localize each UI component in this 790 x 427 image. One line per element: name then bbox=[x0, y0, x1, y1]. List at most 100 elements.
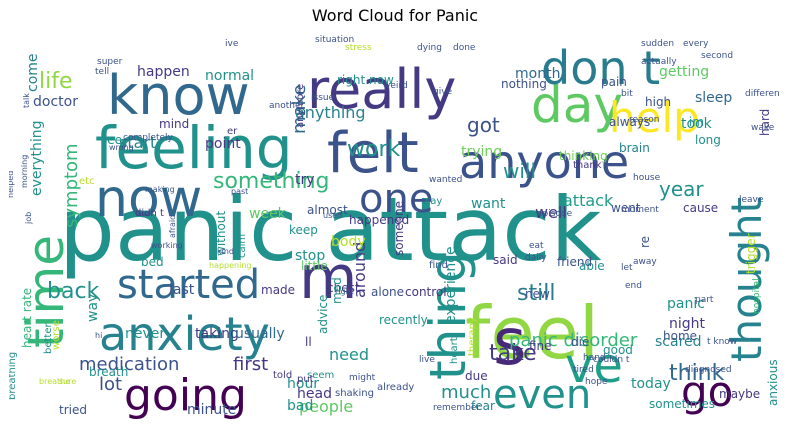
word-heart: heart bbox=[449, 337, 460, 364]
word-panic: panic bbox=[667, 296, 705, 312]
word-trigger: trigger bbox=[744, 233, 758, 274]
word-life: life bbox=[39, 69, 73, 94]
word-need: need bbox=[329, 345, 369, 364]
word-happening: happening bbox=[209, 261, 252, 270]
word-remember: remember bbox=[433, 403, 480, 413]
word-getting: getting bbox=[659, 64, 709, 80]
word-always: always bbox=[609, 115, 650, 129]
word-ive: ive bbox=[225, 39, 239, 49]
word-happened: happened bbox=[349, 213, 409, 227]
word-never: never bbox=[125, 326, 165, 342]
word-wrong: wrong bbox=[109, 143, 134, 152]
word-head: head bbox=[297, 386, 332, 402]
word-afraid: afraid bbox=[168, 215, 177, 238]
word-med: med bbox=[330, 277, 344, 304]
word-hour: hour bbox=[287, 376, 319, 392]
word-usually: usually bbox=[235, 326, 285, 342]
word-making: making bbox=[145, 185, 175, 194]
word-sometimes: sometimes bbox=[649, 397, 715, 411]
word-diagnosed: diagnosed bbox=[685, 365, 732, 375]
word-thought: thought bbox=[722, 197, 771, 362]
word-good: good bbox=[603, 343, 633, 357]
word-panic-attack: panic attack bbox=[59, 178, 602, 281]
word-help: help bbox=[609, 93, 700, 142]
word-trying: trying bbox=[461, 144, 502, 160]
word-anxious: anxious bbox=[766, 359, 780, 406]
word-back: back bbox=[47, 279, 100, 304]
word-hospital: hospital bbox=[752, 278, 762, 314]
word-come: come bbox=[25, 53, 41, 92]
word-cloud-area: panic attack feel anxiety feeling know really… bbox=[9, 28, 780, 419]
word-today: today bbox=[631, 376, 671, 392]
word-moment: moment bbox=[621, 205, 659, 215]
word-anyone: anyone bbox=[459, 135, 629, 189]
word-calm: calm bbox=[237, 234, 248, 258]
word-helped: helped bbox=[9, 171, 15, 198]
word-hope: hope bbox=[585, 377, 608, 387]
word-point: point bbox=[205, 136, 241, 152]
word-working: working bbox=[151, 241, 183, 250]
word-even: even bbox=[493, 372, 591, 418]
word-dying: dying bbox=[417, 43, 442, 53]
word-one: one bbox=[359, 176, 433, 222]
word-etc: etc bbox=[79, 176, 95, 187]
word-go: go bbox=[681, 367, 733, 416]
word-something: something bbox=[213, 169, 329, 194]
word-went: went bbox=[611, 201, 641, 215]
word-therapy: therapy bbox=[467, 317, 478, 356]
word-people: people bbox=[299, 397, 353, 416]
word-pain: pain bbox=[601, 75, 627, 89]
word-said: said bbox=[493, 253, 518, 267]
word-job: job bbox=[24, 212, 33, 225]
word-right: right bbox=[335, 287, 354, 296]
word-symptom: symptom bbox=[61, 143, 82, 228]
word-advice: advice bbox=[316, 295, 330, 334]
word-already: already bbox=[377, 382, 414, 393]
word-thank: thank bbox=[573, 160, 602, 171]
word-month: month bbox=[515, 66, 560, 82]
word-day: day bbox=[531, 76, 623, 134]
word-didn-t: didn t bbox=[135, 208, 164, 219]
word-die: die bbox=[571, 335, 589, 349]
word-way: way bbox=[85, 294, 101, 322]
word-ll: ll bbox=[305, 335, 312, 349]
word-past: past bbox=[231, 187, 248, 196]
word-made: made bbox=[261, 283, 295, 297]
word-might: might bbox=[349, 373, 376, 383]
word-anymore: anymore bbox=[295, 84, 306, 128]
word-know: know bbox=[107, 64, 250, 127]
word-bit: bit bbox=[621, 89, 633, 99]
word-don-t: don t bbox=[541, 41, 660, 95]
word-done: done bbox=[453, 43, 476, 53]
word-cause: cause bbox=[683, 201, 718, 215]
word-minute: minute bbox=[187, 402, 236, 418]
word-make: make bbox=[289, 85, 310, 134]
word-started: started bbox=[117, 262, 260, 308]
word-attack: attack bbox=[563, 191, 614, 210]
word-sudden: sudden bbox=[641, 39, 674, 49]
word-tell: tell bbox=[95, 67, 109, 77]
word-couldn-t: couldn t bbox=[593, 355, 630, 365]
word-reason: reason bbox=[629, 115, 659, 125]
word-night: night bbox=[669, 316, 706, 332]
word-another: another bbox=[269, 101, 304, 111]
word-panic-disorder: panic disorder bbox=[509, 330, 638, 351]
word-high: high bbox=[645, 95, 671, 109]
word-friend: friend bbox=[557, 255, 592, 269]
word-without: without bbox=[214, 211, 228, 256]
word-say: say bbox=[425, 196, 442, 207]
word-part: part bbox=[695, 295, 714, 305]
word-super: super bbox=[97, 57, 123, 67]
word-er: er bbox=[227, 126, 238, 137]
word-mind: mind bbox=[159, 117, 189, 131]
word-heart-rate: heart rate bbox=[20, 288, 34, 348]
word-hi: hi bbox=[95, 331, 102, 340]
word-going: going bbox=[124, 370, 247, 419]
word-anything: anything bbox=[295, 103, 366, 122]
word-maybe: maybe bbox=[719, 387, 760, 401]
word-issue: issue bbox=[311, 93, 335, 103]
word-week: week bbox=[249, 206, 287, 222]
word-hard: hard bbox=[758, 109, 772, 136]
word-start: start bbox=[119, 133, 156, 152]
